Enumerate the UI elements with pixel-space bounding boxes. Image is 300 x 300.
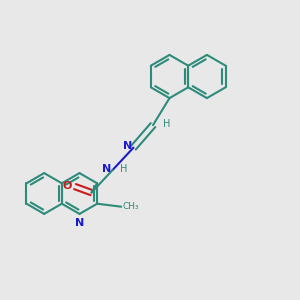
Text: N: N xyxy=(75,218,84,228)
Text: H: H xyxy=(120,164,127,174)
Text: N: N xyxy=(102,164,111,174)
Text: H: H xyxy=(164,118,171,129)
Text: CH₃: CH₃ xyxy=(123,202,139,211)
Text: N: N xyxy=(123,141,132,151)
Text: O: O xyxy=(63,181,72,191)
